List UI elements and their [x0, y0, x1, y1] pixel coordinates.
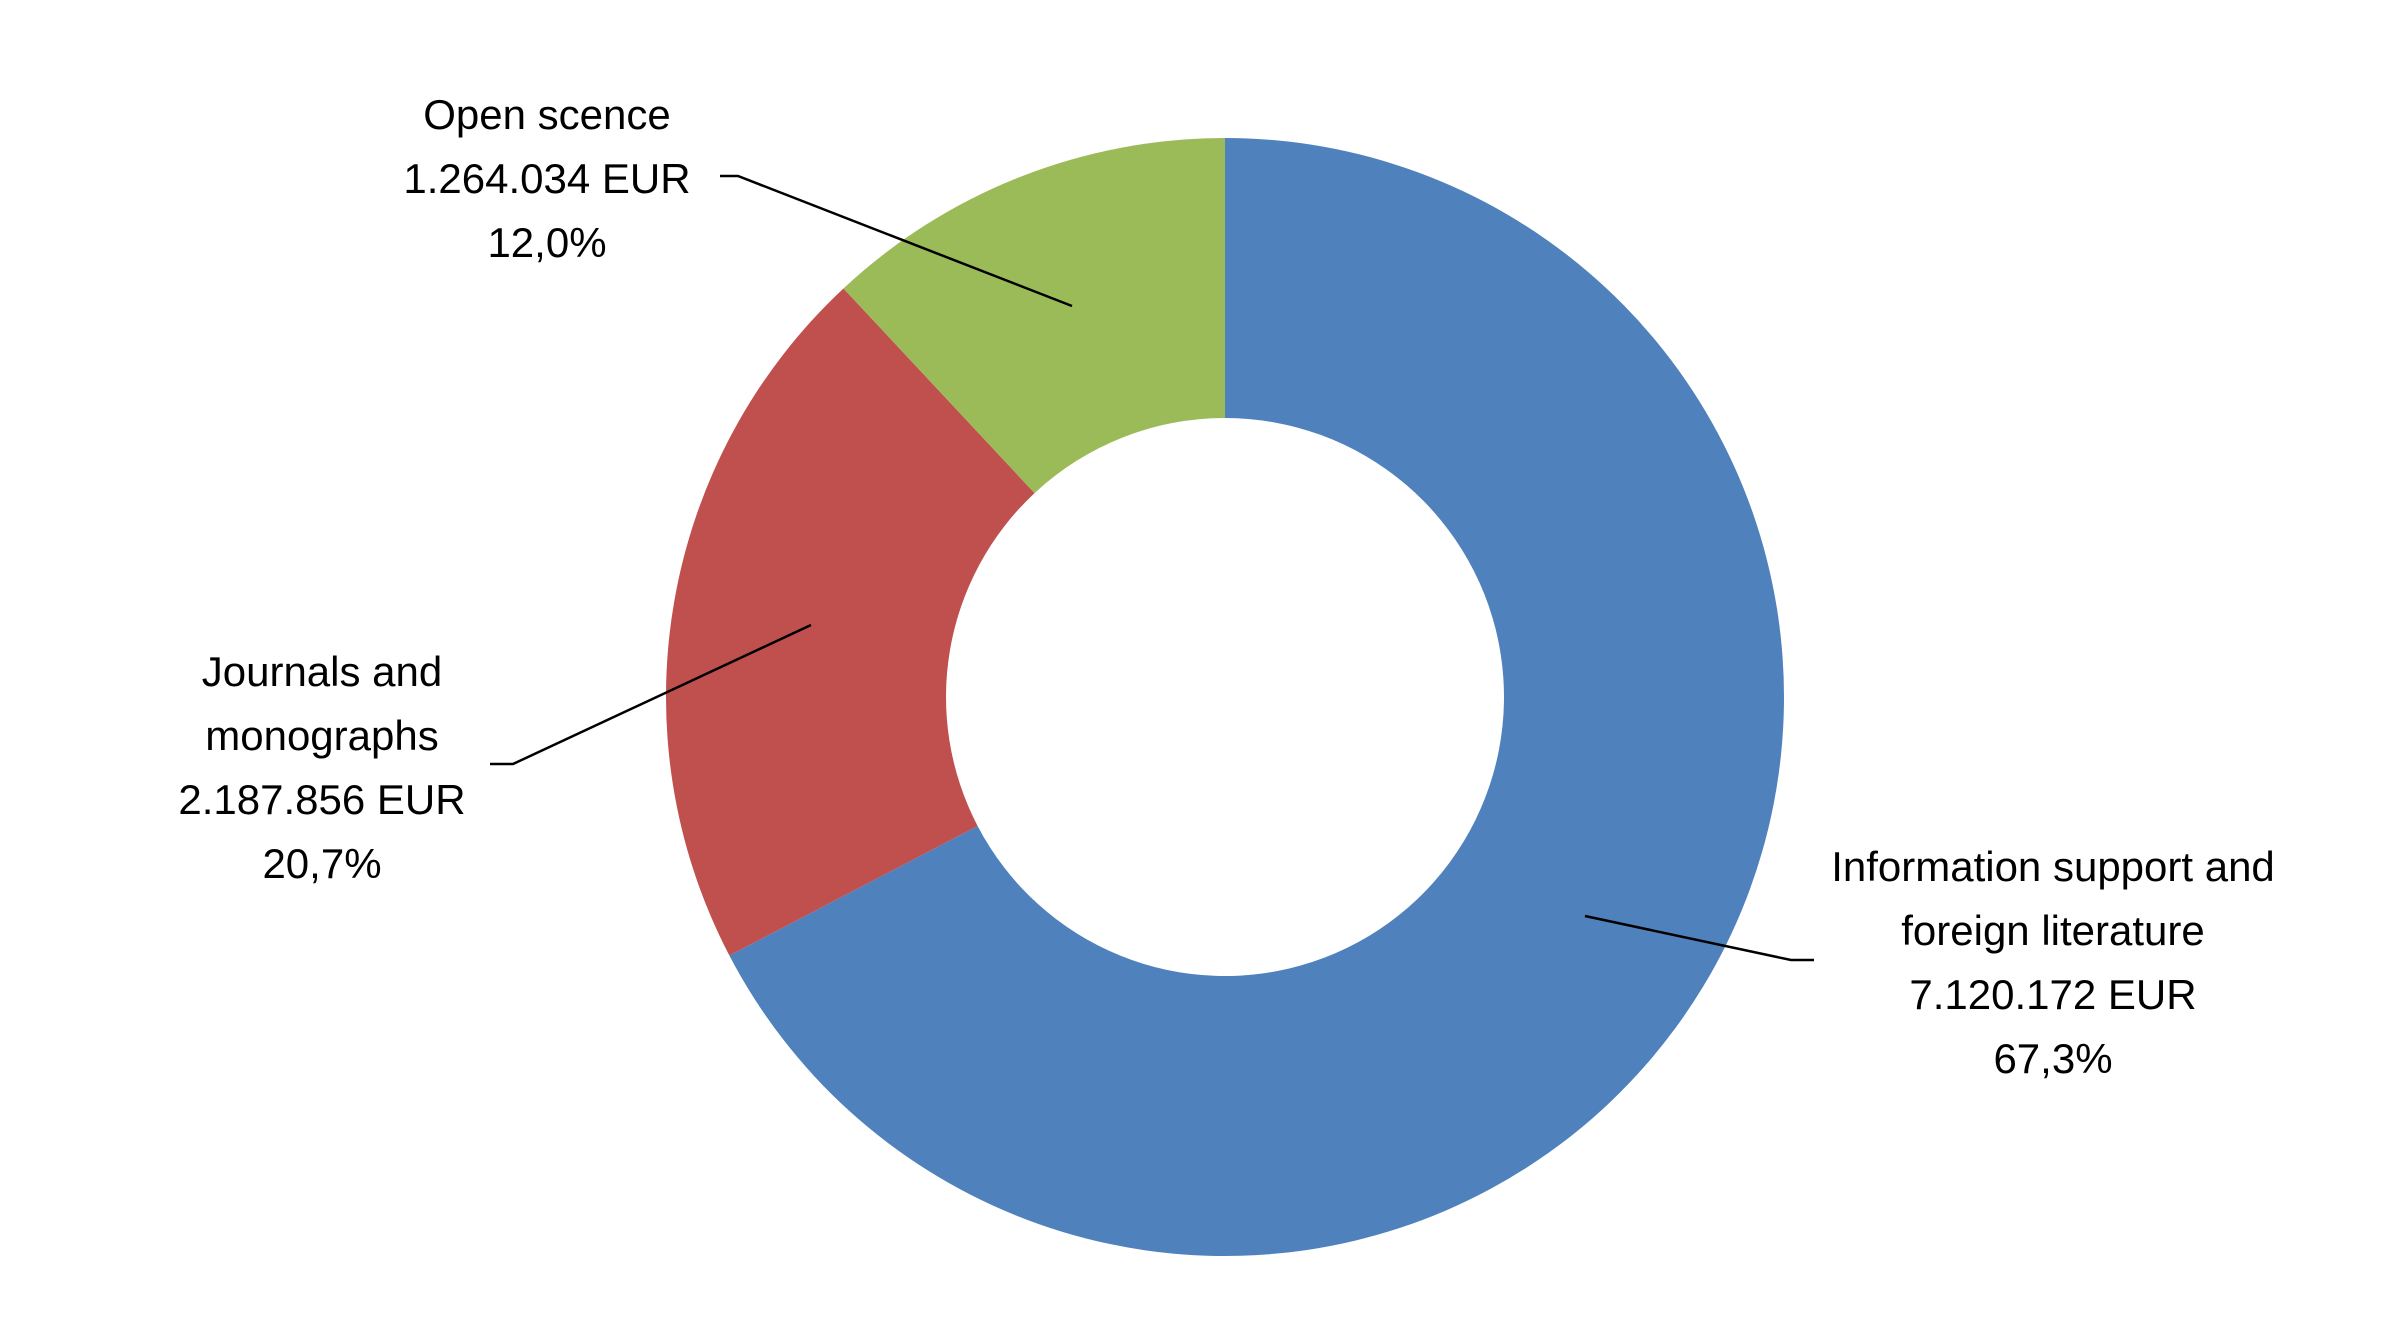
- donut-slice: [666, 288, 1035, 956]
- donut-slice: [729, 138, 1785, 1256]
- leader-line: [490, 623, 812, 766]
- value-label: 2.187.856 EUR: [178, 776, 466, 823]
- share-label: 20,7%: [262, 840, 382, 887]
- share-label: 67,3%: [1993, 1035, 2113, 1082]
- category-label: Open scence: [423, 91, 671, 138]
- data-label: Journals and monographs 2.187.856 EUR 20…: [172, 640, 472, 896]
- category-label: Journals and monographs: [201, 648, 443, 759]
- slices: [666, 137, 1785, 1256]
- share-label: 12,0%: [487, 219, 607, 266]
- donut-slice: [843, 137, 1225, 494]
- value-label: 1.264.034 EUR: [403, 155, 691, 202]
- value-label: 7.120.172 EUR: [1909, 971, 2197, 1018]
- data-label: Information support and foreign literatu…: [1813, 835, 2293, 1091]
- leader-line: [1584, 914, 1814, 962]
- leader-line: [720, 174, 1073, 308]
- data-label: Open scence 1.264.034 EUR 12,0%: [347, 83, 747, 275]
- category-label: Information support and foreign literatu…: [1831, 843, 2275, 954]
